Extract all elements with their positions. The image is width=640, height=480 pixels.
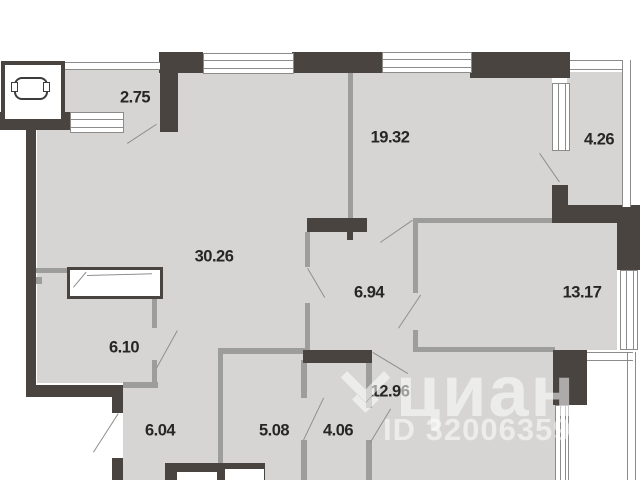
room-area-label: 2.75 xyxy=(119,88,151,107)
room-area-label: 13.17 xyxy=(562,283,602,302)
wall-segment xyxy=(553,350,587,405)
wardrobe xyxy=(67,267,163,299)
wall-segment xyxy=(112,458,123,480)
floor-area-balcony-doorway xyxy=(552,149,567,187)
wall-segment xyxy=(552,205,620,223)
floor-area-balcony-right xyxy=(567,72,622,207)
floor-area-living-main xyxy=(37,113,307,383)
wall-segment xyxy=(292,52,382,73)
partition-wall xyxy=(305,232,310,267)
wall-segment xyxy=(26,385,123,397)
partition-wall xyxy=(413,347,555,352)
partition-wall xyxy=(218,348,223,480)
partition-wall xyxy=(36,268,68,273)
wall-segment xyxy=(347,232,353,240)
window xyxy=(552,83,570,151)
elevator-car-icon-tab xyxy=(11,82,18,92)
window xyxy=(620,270,638,350)
wall-segment xyxy=(307,218,367,232)
wall-segment xyxy=(470,52,570,78)
watermark-id: ID 32006359 xyxy=(383,412,572,447)
balcony-glazing xyxy=(570,60,629,70)
partition-wall xyxy=(301,440,307,480)
bathroom-fixture-block xyxy=(165,463,265,480)
balcony-outline xyxy=(627,352,636,480)
partition-wall xyxy=(366,440,372,480)
window xyxy=(382,52,472,73)
floor-area-room-19 xyxy=(353,73,552,218)
partition-wall xyxy=(123,382,158,388)
fixture-icon xyxy=(224,468,265,480)
partition-wall xyxy=(36,277,42,284)
partition-wall xyxy=(413,218,418,293)
wall-segment xyxy=(26,130,36,397)
partition-wall xyxy=(218,348,305,354)
partition-wall xyxy=(305,303,310,350)
window xyxy=(70,112,124,133)
room-area-label: 19.32 xyxy=(370,128,410,147)
elevator-shaft xyxy=(1,61,65,123)
partition-wall xyxy=(418,218,552,223)
room-area-label: 6.10 xyxy=(108,338,140,357)
floor-area-room-13 xyxy=(413,218,617,350)
elevator-car-icon-tab xyxy=(43,82,50,92)
room-area-label: 5.08 xyxy=(258,421,290,440)
wardrobe-icon-line xyxy=(73,271,87,288)
partition-wall xyxy=(152,293,157,328)
watermark-brand: циан xyxy=(396,352,577,432)
floor-area-balcony-small xyxy=(58,67,160,113)
partition-wall xyxy=(152,360,157,385)
wall-segment xyxy=(303,350,372,363)
balcony-outline xyxy=(587,352,633,361)
room-area-label: 6.94 xyxy=(353,283,385,302)
balcony-glazing xyxy=(622,60,631,207)
partition-wall xyxy=(413,330,418,350)
wall-segment xyxy=(617,205,640,270)
room-area-label: 12.96 xyxy=(370,382,410,401)
room-area-label: 4.26 xyxy=(583,130,615,149)
wall-segment xyxy=(160,52,178,132)
partition-wall xyxy=(348,73,353,218)
door-swing-line xyxy=(93,413,119,453)
wall-segment xyxy=(112,397,123,413)
room-area-label: 4.06 xyxy=(322,421,354,440)
window xyxy=(203,53,294,74)
partition-wall xyxy=(366,363,372,408)
floor-area-hall xyxy=(307,218,413,350)
fixture-icon xyxy=(176,471,218,480)
room-area-label: 6.04 xyxy=(144,421,176,440)
wardrobe-icon-line xyxy=(87,273,153,276)
partition-wall xyxy=(301,360,307,398)
window xyxy=(555,405,569,480)
balcony-glazing xyxy=(58,62,160,70)
room-area-label: 30.26 xyxy=(194,247,234,266)
floor-area-bottom-band xyxy=(123,348,567,480)
